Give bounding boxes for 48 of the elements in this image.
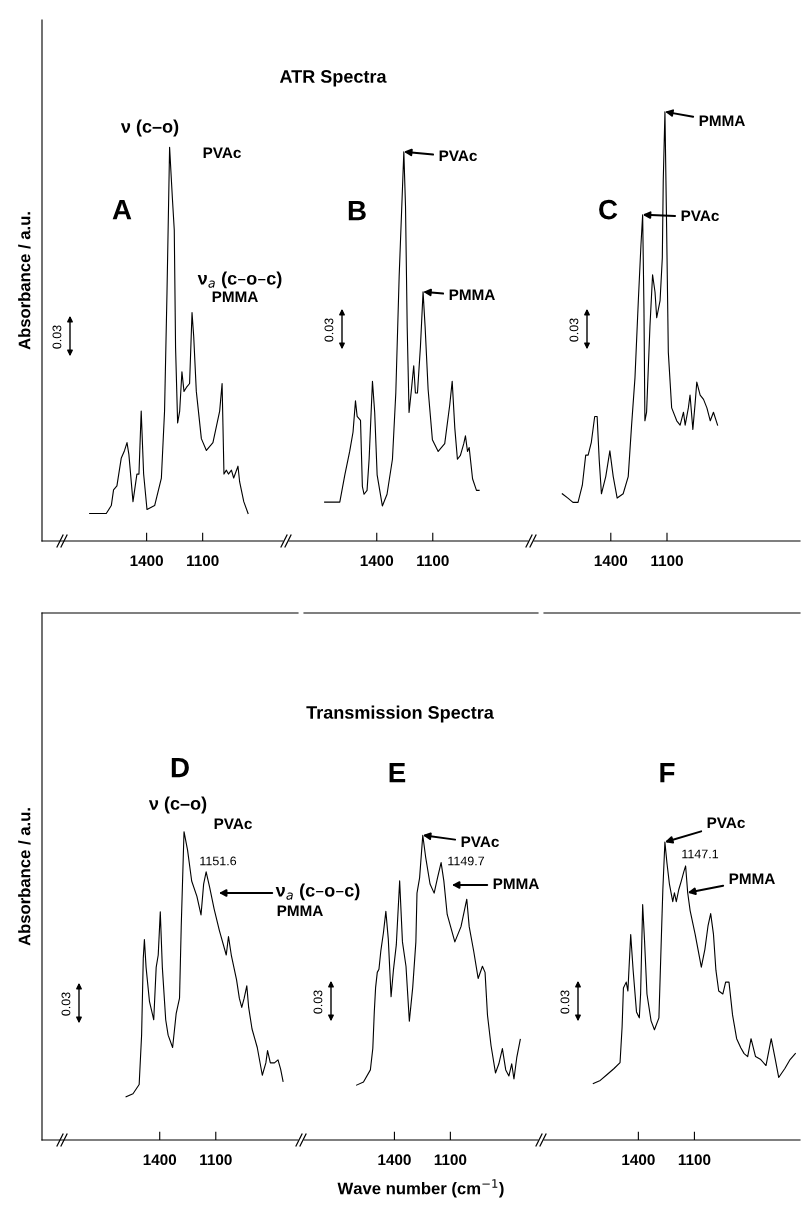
annotation: PVAc: [439, 150, 477, 162]
annotation: PMMA: [277, 905, 323, 916]
x-tick-label: 1100: [417, 555, 449, 567]
annotation: ν$_{a}$ (c–o–c): [275, 883, 360, 901]
annotation: 1151.6: [200, 856, 237, 866]
annotation: PMMA: [449, 289, 495, 300]
text: Transmission Spectra: [306, 705, 494, 723]
annotation: 0.03: [560, 990, 570, 1014]
annotation: PVAc: [681, 210, 719, 222]
annotation: PMMA: [729, 873, 775, 884]
annotation: PMMA: [493, 878, 539, 889]
annotation: 0.03: [61, 992, 71, 1016]
x-tick-label: 1400: [143, 1154, 177, 1166]
annotation: PVAc: [461, 836, 499, 848]
annotation: PMMA: [699, 115, 745, 126]
chart-title: E: [389, 763, 406, 783]
chart-title: F: [660, 763, 675, 783]
x-axis-title: Wave number (cm$^{−1}$): [337, 1179, 504, 1198]
x-tick-label: 1400: [622, 1154, 655, 1166]
annotation: 1147.1: [682, 849, 719, 859]
annotation: PVAc: [707, 817, 745, 829]
y-axis-title: Absorbance / a.u.: [18, 212, 31, 350]
x-tick-label: 1400: [378, 1154, 411, 1166]
x-tick-label: 1100: [678, 1154, 711, 1166]
annotation: PMMA: [212, 291, 258, 302]
annotation: ν$_{a}$ (c–o–c): [197, 271, 282, 289]
annotation: ν (c–o): [120, 119, 179, 137]
annotation: 0.03: [313, 990, 323, 1014]
x-tick-label: 1400: [360, 555, 394, 567]
x-tick-label: 1100: [187, 555, 219, 567]
annotation: PVAc: [214, 818, 252, 830]
text: C: [599, 199, 618, 220]
annotation: ν (c–o): [148, 796, 207, 814]
text: A: [112, 200, 132, 220]
text: ATR Spectra: [279, 70, 387, 87]
annotation: PVAc: [203, 147, 241, 159]
annotation: 0.03: [52, 325, 62, 349]
x-tick-label: 1100: [651, 555, 683, 567]
x-tick-label: 1400: [594, 555, 628, 567]
annotation: 0.03: [324, 318, 334, 342]
x-tick-label: 1100: [200, 1154, 232, 1166]
annotation: 0.03: [569, 318, 579, 342]
annotation: 1149.7: [448, 856, 485, 866]
x-tick-label: 1400: [130, 555, 163, 567]
chart-title: D: [171, 758, 189, 778]
y-axis-title: Absorbance / a.u.: [18, 808, 31, 946]
text: B: [348, 201, 366, 221]
x-tick-label: 1100: [434, 1154, 467, 1166]
